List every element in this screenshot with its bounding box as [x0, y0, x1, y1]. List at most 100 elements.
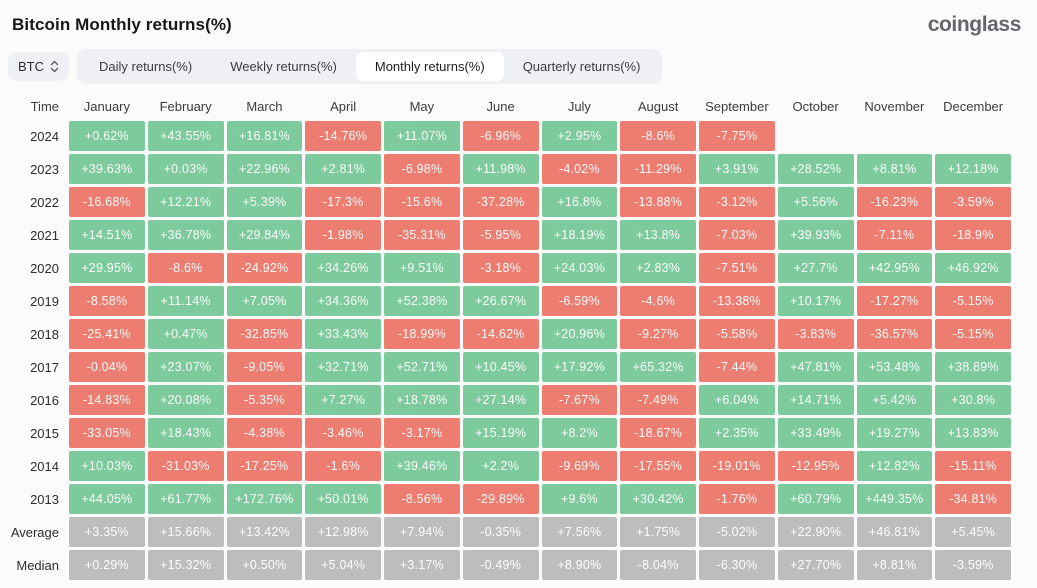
return-cell: +8.81%	[856, 154, 933, 184]
return-cell: +53.48%	[856, 352, 933, 382]
return-cell: +19.27%	[856, 418, 933, 448]
return-cell: -7.03%	[699, 220, 775, 250]
return-cell: -5.35%	[226, 385, 303, 415]
return-cell: +5.42%	[856, 385, 933, 415]
return-cell: +36.78%	[147, 220, 224, 250]
return-cell: -36.57%	[856, 319, 933, 349]
row-label: Median	[16, 557, 59, 573]
returns-tabs: Daily returns(%) Weekly returns(%) Month…	[77, 49, 663, 84]
return-cell: -15.6%	[384, 187, 460, 217]
return-cell: -8.58%	[69, 286, 145, 316]
return-cell: +5.45%	[935, 517, 1011, 547]
return-cell: +28.52%	[777, 154, 854, 184]
column-header-month: April	[330, 98, 357, 114]
coinglass-logo: coinglass	[927, 13, 1022, 36]
return-cell: -9.05%	[226, 352, 303, 382]
return-cell: +9.51%	[384, 253, 460, 283]
return-cell: +1.75%	[620, 517, 696, 547]
row-label: 2024	[30, 128, 59, 144]
return-cell: +11.14%	[147, 286, 224, 316]
return-cell: +29.84%	[226, 220, 303, 250]
return-cell: -5.15%	[935, 319, 1011, 349]
return-cell: +27.14%	[462, 385, 539, 415]
return-cell: +16.81%	[226, 121, 303, 151]
return-cell: +7.56%	[541, 517, 618, 547]
return-cell: +22.90%	[777, 517, 854, 547]
return-cell	[857, 121, 933, 151]
row-label: Average	[10, 524, 59, 540]
return-cell: -3.17%	[384, 418, 460, 448]
return-cell: +60.79%	[777, 484, 854, 514]
return-cell: +8.90%	[541, 550, 618, 580]
return-cell: +12.21%	[147, 187, 224, 217]
return-cell: +34.36%	[305, 286, 381, 316]
column-header-month: January	[83, 98, 130, 114]
return-cell: -1.98%	[305, 220, 381, 250]
return-cell: +13.8%	[620, 220, 696, 250]
return-cell: +24.03%	[541, 253, 618, 283]
return-cell: +9.6%	[541, 484, 618, 514]
return-cell: +16.8%	[541, 187, 618, 217]
return-cell: -5.02%	[699, 517, 775, 547]
return-cell: +5.04%	[305, 550, 381, 580]
return-cell: +8.81%	[856, 550, 933, 580]
return-cell: -5.58%	[699, 319, 775, 349]
return-cell: +42.95%	[856, 253, 933, 283]
return-cell: +23.07%	[147, 352, 224, 382]
chevron-updown-icon	[50, 60, 59, 73]
return-cell: -3.46%	[305, 418, 381, 448]
return-cell: -34.81%	[935, 484, 1011, 514]
return-cell: -5.15%	[935, 286, 1011, 316]
return-cell: +27.7%	[777, 253, 854, 283]
row-label: 2018	[30, 326, 59, 342]
return-cell: +5.39%	[226, 187, 303, 217]
return-cell: -18.67%	[620, 418, 696, 448]
tab-daily-returns[interactable]: Daily returns(%)	[99, 59, 193, 74]
return-cell: -6.96%	[462, 121, 539, 151]
return-cell: +0.03%	[147, 154, 224, 184]
return-cell: +22.96%	[226, 154, 303, 184]
tab-monthly-returns[interactable]: Monthly returns(%)	[355, 52, 504, 81]
return-cell: +2.2%	[462, 451, 539, 481]
returns-grid: Time January February March April May June July…	[0, 94, 1037, 588]
row-label: 2013	[30, 491, 59, 507]
return-cell: +0.29%	[69, 550, 145, 580]
symbol-select[interactable]: BTC	[8, 52, 69, 81]
return-cell: +0.50%	[226, 550, 303, 580]
return-cell: +3.35%	[69, 517, 145, 547]
return-cell: +61.77%	[147, 484, 224, 514]
return-cell: -7.51%	[699, 253, 775, 283]
return-cell: -24.92%	[226, 253, 303, 283]
return-cell: -6.30%	[699, 550, 775, 580]
return-cell: -19.01%	[699, 451, 775, 481]
return-cell	[778, 121, 854, 151]
return-cell: +47.81%	[777, 352, 854, 382]
return-cell: +39.93%	[777, 220, 854, 250]
return-cell: +3.17%	[384, 550, 460, 580]
column-header-month: July	[567, 98, 591, 114]
return-cell: +13.83%	[935, 418, 1011, 448]
return-cell: +2.95%	[541, 121, 618, 151]
return-cell: +10.45%	[462, 352, 539, 382]
return-cell: +43.55%	[147, 121, 224, 151]
return-cell: -4.02%	[541, 154, 618, 184]
return-cell: -14.76%	[305, 121, 381, 151]
return-cell: +0.62%	[69, 121, 145, 151]
column-header-month: November	[864, 98, 925, 114]
row-label: 2017	[30, 359, 59, 375]
return-cell: +65.32%	[620, 352, 696, 382]
return-cell: +3.91%	[699, 154, 775, 184]
return-cell: +46.92%	[935, 253, 1011, 283]
return-cell: -1.76%	[699, 484, 775, 514]
return-cell: +33.43%	[305, 319, 381, 349]
return-cell: -14.83%	[69, 385, 145, 415]
tab-weekly-returns[interactable]: Weekly returns(%)	[230, 59, 337, 74]
return-cell: +6.04%	[699, 385, 775, 415]
column-header-month: October	[792, 98, 839, 114]
return-cell: +12.98%	[305, 517, 381, 547]
row-label: 2015	[30, 425, 59, 441]
tab-quarterly-returns[interactable]: Quarterly returns(%)	[522, 59, 641, 74]
column-header-month: May	[409, 98, 435, 114]
return-cell: -31.03%	[147, 451, 224, 481]
return-cell: -4.38%	[226, 418, 303, 448]
